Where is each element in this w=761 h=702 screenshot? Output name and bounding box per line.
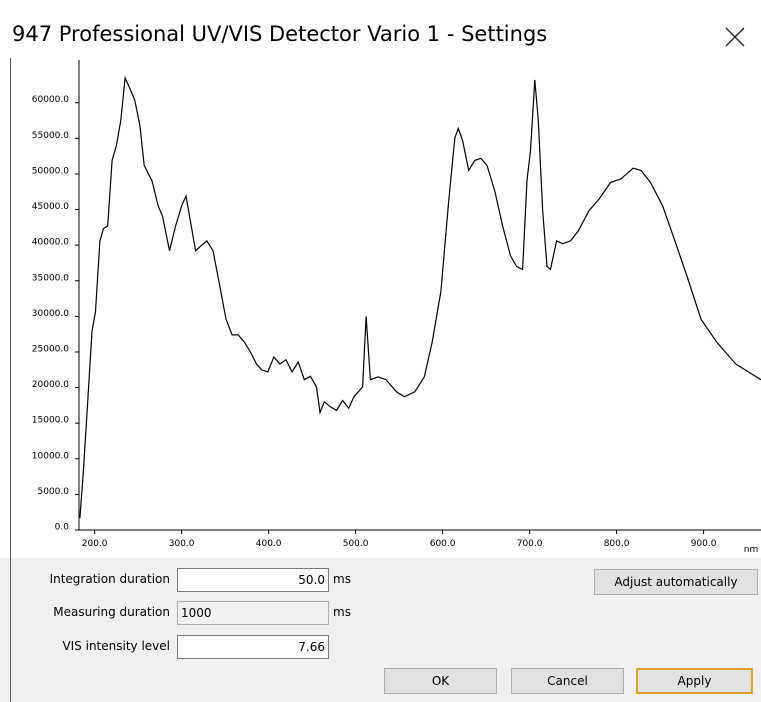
- y-tick-label: 45000.0: [32, 202, 69, 212]
- x-tick-label: 600.0: [430, 539, 456, 549]
- chart-background: [0, 58, 761, 558]
- x-tick-label: 300.0: [169, 539, 195, 549]
- field-label: Measuring duration: [53, 605, 170, 619]
- text-input[interactable]: 50.0: [177, 568, 329, 592]
- y-tick-label: 60000.0: [32, 95, 69, 105]
- adjust-button[interactable]: Adjust automatically: [594, 569, 758, 595]
- cancel-button[interactable]: Cancel: [511, 668, 624, 694]
- apply-button[interactable]: Apply: [636, 668, 753, 694]
- y-tick-label: 55000.0: [32, 131, 69, 141]
- text-input-disabled: 1000: [177, 601, 329, 625]
- x-tick-label: 500.0: [343, 539, 369, 549]
- window-border: [10, 58, 11, 702]
- spectrum-line: [79, 75, 761, 518]
- spectrum-chart: 0.0 5000.0 10000.0 15000.0 20000.0 25000.0 300…: [0, 58, 761, 558]
- x-tick-label: 700.0: [517, 539, 543, 549]
- window-title: 947 Professional UV/VIS Detector Vario 1…: [12, 22, 548, 46]
- y-tick-label: 25000.0: [32, 344, 69, 354]
- unit-label: ms: [333, 605, 351, 619]
- x-tick-label: 900.0: [691, 539, 717, 549]
- y-tick-label: 20000.0: [32, 380, 69, 390]
- x-tick-label: 200.0: [82, 539, 108, 549]
- y-tick-label: 30000.0: [32, 309, 69, 319]
- field-label: VIS intensity level: [62, 639, 170, 653]
- y-tick-label: 50000.0: [32, 166, 69, 176]
- y-tick-label: 5000.0: [38, 487, 70, 497]
- close-button[interactable]: [722, 24, 748, 50]
- unit-label: ms: [333, 572, 351, 586]
- text-input[interactable]: 7.66: [177, 635, 329, 659]
- y-tick-label: 40000.0: [32, 238, 69, 248]
- x-tick-label: 400.0: [256, 539, 282, 549]
- y-tick-label: 0.0: [55, 523, 70, 533]
- title-bar: 947 Professional UV/VIS Detector Vario 1…: [0, 0, 761, 58]
- x-axis-unit: nm: [744, 545, 758, 555]
- y-tick-label: 35000.0: [32, 273, 69, 283]
- x-tick-label: 800.0: [604, 539, 630, 549]
- field-label: Integration duration: [49, 572, 170, 586]
- y-tick-label: 10000.0: [32, 451, 69, 461]
- ok-button[interactable]: OK: [384, 668, 497, 694]
- y-tick-label: 15000.0: [32, 416, 69, 426]
